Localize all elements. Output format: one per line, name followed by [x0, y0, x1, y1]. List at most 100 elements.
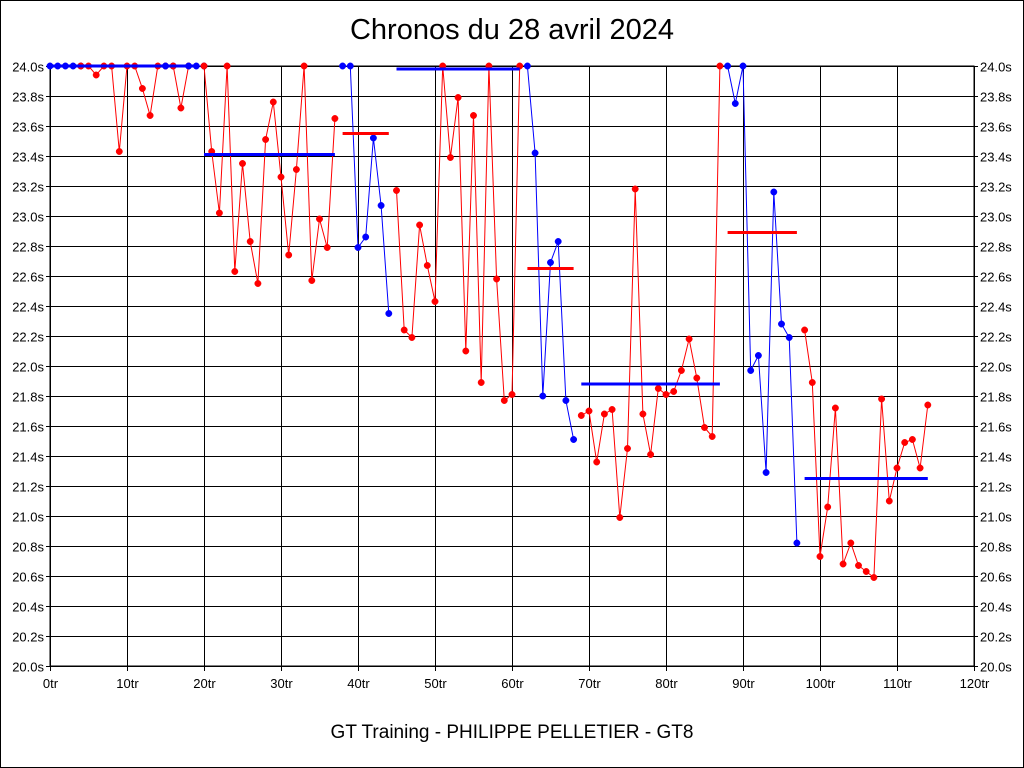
- data-point: [385, 310, 393, 317]
- data-point: [770, 188, 778, 196]
- y-tick-label-left: 24.0s: [12, 60, 44, 75]
- y-tick-label-right: 20.6s: [980, 570, 1012, 585]
- y-tick-label-right: 22.2s: [980, 330, 1012, 345]
- data-point: [431, 298, 439, 305]
- data-point: [608, 406, 616, 413]
- y-tick-label-right: 21.0s: [980, 510, 1012, 525]
- data-point: [400, 326, 408, 334]
- data-point: [269, 98, 277, 106]
- data-point: [708, 433, 716, 440]
- data-point: [177, 104, 185, 112]
- x-tick-label: 80tr: [655, 676, 678, 691]
- y-tick-label-left: 22.4s: [12, 300, 44, 315]
- data-point: [408, 334, 416, 341]
- data-point: [231, 268, 239, 275]
- data-point: [115, 148, 123, 155]
- x-tick-label: 40tr: [347, 676, 370, 691]
- x-tick-label: 90tr: [732, 676, 755, 691]
- data-point: [901, 439, 909, 446]
- y-tick-label-right: 23.2s: [980, 180, 1012, 195]
- y-tick-label-right: 24.0s: [980, 60, 1012, 75]
- data-point: [847, 539, 855, 547]
- data-point: [215, 209, 223, 217]
- y-tick-label-left: 20.2s: [12, 630, 44, 645]
- data-point: [778, 320, 785, 328]
- data-point: [616, 514, 624, 521]
- data-point: [246, 238, 254, 245]
- data-point: [816, 553, 824, 560]
- data-point: [377, 202, 385, 209]
- data-point: [862, 568, 870, 575]
- data-point: [92, 71, 100, 79]
- y-tick-label-left: 22.6s: [12, 270, 44, 285]
- data-point: [531, 149, 539, 157]
- data-point: [593, 458, 601, 466]
- data-point: [316, 215, 323, 223]
- data-point: [462, 347, 470, 355]
- x-tick-label: 110tr: [883, 676, 912, 691]
- data-point: [639, 410, 647, 418]
- y-tick-label-right: 20.8s: [980, 540, 1012, 555]
- data-point: [577, 412, 585, 419]
- y-tick-label-left: 23.2s: [12, 180, 44, 195]
- data-point: [285, 251, 293, 259]
- data-point: [362, 233, 370, 241]
- x-tick-label: 120tr: [960, 676, 990, 691]
- data-point: [631, 185, 639, 193]
- data-point: [554, 238, 562, 245]
- data-point: [754, 352, 762, 359]
- y-tick-label-left: 23.6s: [12, 120, 44, 135]
- y-tick-label-left: 21.2s: [12, 480, 44, 495]
- data-point: [500, 397, 508, 404]
- data-point: [300, 62, 308, 70]
- data-point: [547, 259, 554, 266]
- y-tick-label-left: 23.8s: [12, 90, 44, 105]
- y-tick-label-left: 21.0s: [12, 510, 44, 525]
- y-tick-label-right: 23.6s: [980, 120, 1012, 135]
- data-point: [523, 62, 531, 70]
- series-line-10: [727, 65, 798, 544]
- data-point: [200, 62, 208, 70]
- data-point: [323, 244, 331, 251]
- data-point: [585, 407, 593, 415]
- y-tick-label-right: 20.2s: [980, 630, 1012, 645]
- data-point: [624, 445, 631, 452]
- data-point: [423, 262, 431, 269]
- data-point: [924, 401, 932, 409]
- data-point: [454, 94, 462, 101]
- x-tick-label: 0tr: [43, 676, 59, 691]
- data-point: [739, 62, 747, 70]
- data-point: [762, 469, 770, 476]
- data-point: [870, 574, 878, 581]
- x-tick-label: 30tr: [270, 676, 293, 691]
- y-tick-label-right: 21.2s: [980, 480, 1012, 495]
- data-point: [885, 497, 893, 505]
- y-tick-label-left: 20.4s: [12, 600, 44, 615]
- data-point: [647, 451, 655, 458]
- data-point: [539, 392, 547, 400]
- y-tick-label-right: 21.8s: [980, 390, 1012, 405]
- data-point: [369, 134, 377, 142]
- y-tick-label-right: 20.4s: [980, 600, 1012, 615]
- data-point: [701, 424, 708, 431]
- data-point: [146, 112, 154, 119]
- data-point: [239, 160, 246, 167]
- y-tick-label-right: 22.8s: [980, 240, 1012, 255]
- y-tick-label-left: 23.0s: [12, 210, 44, 225]
- y-tick-label-left: 20.8s: [12, 540, 44, 555]
- y-tick-label-left: 20.6s: [12, 570, 44, 585]
- data-point: [254, 280, 262, 287]
- y-tick-label-right: 23.4s: [980, 150, 1012, 165]
- data-point: [308, 277, 316, 284]
- x-tick-label: 10tr: [116, 676, 139, 691]
- data-point: [354, 244, 362, 251]
- data-point: [446, 154, 454, 161]
- data-point: [824, 503, 832, 511]
- data-point: [785, 334, 793, 341]
- data-point: [693, 374, 701, 382]
- data-point: [731, 100, 739, 107]
- data-point: [878, 395, 886, 403]
- y-tick-label-right: 22.4s: [980, 300, 1012, 315]
- y-tick-label-left: 22.8s: [12, 240, 44, 255]
